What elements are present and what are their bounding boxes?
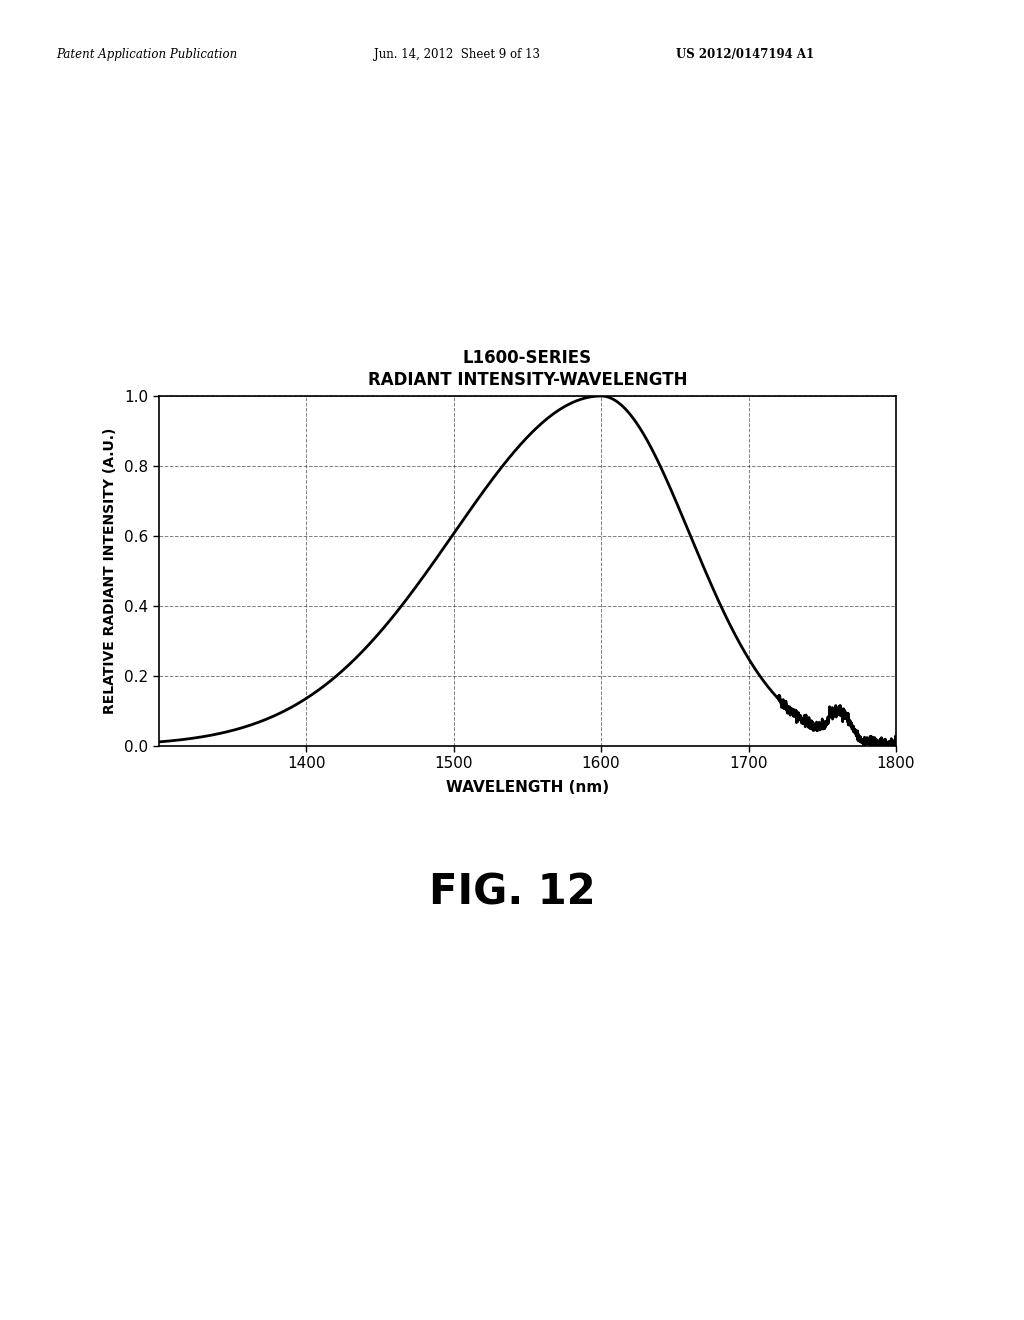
Text: US 2012/0147194 A1: US 2012/0147194 A1: [676, 48, 814, 61]
X-axis label: WAVELENGTH (nm): WAVELENGTH (nm): [445, 780, 609, 795]
Title: L1600-SERIES
RADIANT INTENSITY-WAVELENGTH: L1600-SERIES RADIANT INTENSITY-WAVELENGT…: [368, 348, 687, 389]
Y-axis label: RELATIVE RADIANT INTENSITY (A.U.): RELATIVE RADIANT INTENSITY (A.U.): [103, 428, 117, 714]
Text: Patent Application Publication: Patent Application Publication: [56, 48, 238, 61]
Text: Jun. 14, 2012  Sheet 9 of 13: Jun. 14, 2012 Sheet 9 of 13: [374, 48, 540, 61]
Text: FIG. 12: FIG. 12: [429, 871, 595, 913]
